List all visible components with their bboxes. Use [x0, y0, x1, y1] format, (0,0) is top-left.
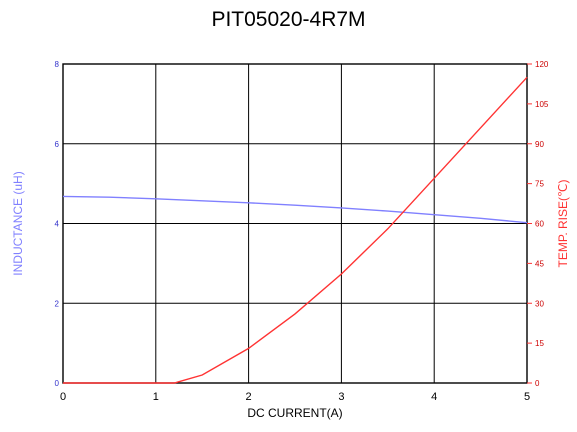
- y-right-tick-label: 105: [535, 100, 549, 109]
- y-right-tick-label: 60: [535, 220, 544, 229]
- y-axis-right-label: TEMP. RISE(℃): [556, 180, 570, 268]
- y-right-tick-label: 30: [535, 299, 544, 308]
- y-right-tick-label: 75: [535, 180, 544, 189]
- y-left-tick-label: 2: [55, 299, 60, 308]
- left-axis: 0 2 4 6 8: [55, 60, 60, 388]
- x-tick-label: 5: [524, 391, 530, 403]
- temp-rise-line: [63, 76, 528, 384]
- x-axis: 0 1 2 3 4 5: [60, 391, 530, 403]
- y-right-tick-label: 120: [535, 60, 549, 69]
- chart-title: PIT05020-4R7M: [211, 8, 366, 31]
- y-left-tick-label: 6: [55, 140, 60, 149]
- grid-lines: [62, 63, 528, 384]
- x-tick-label: 4: [431, 391, 437, 403]
- inductance-line: [62, 195, 528, 224]
- x-tick-label: 2: [246, 391, 252, 403]
- y-left-tick-label: 8: [55, 60, 60, 69]
- x-axis-label: DC CURRENT(A): [247, 406, 342, 420]
- series-layer: [62, 76, 528, 384]
- y-axis-left-label: INDUCTANCE (uH): [11, 171, 25, 275]
- y-left-tick-label: 4: [55, 220, 60, 229]
- y-right-tick-label: 15: [535, 339, 544, 348]
- x-tick-label: 1: [153, 391, 159, 403]
- right-axis: 0 15 30 45 60 75 90 105 120: [527, 60, 549, 388]
- y-right-tick-label: 0: [535, 379, 540, 388]
- y-right-tick-label: 45: [535, 259, 544, 268]
- x-tick-label: 3: [338, 391, 344, 403]
- y-left-tick-label: 0: [55, 379, 60, 388]
- y-right-tick-label: 90: [535, 140, 544, 149]
- x-tick-label: 0: [60, 391, 66, 403]
